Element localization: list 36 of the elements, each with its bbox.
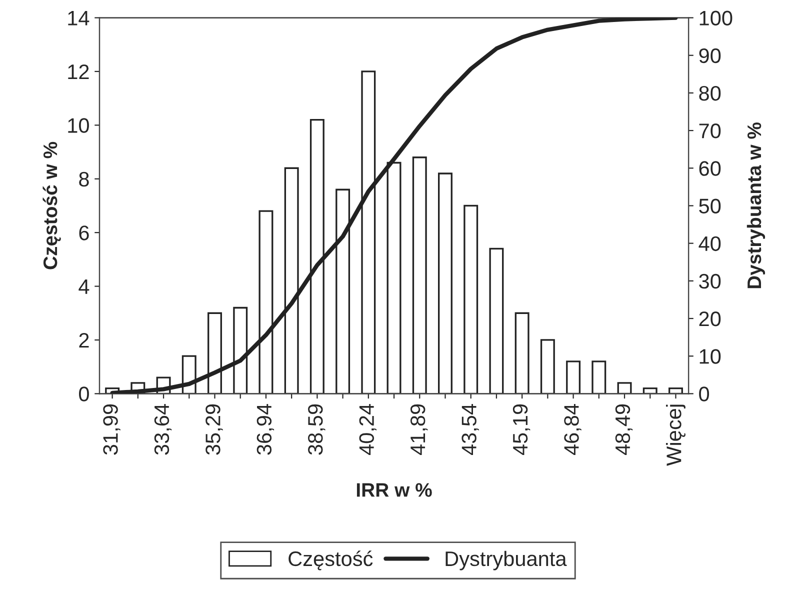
y2-tick-label: 0	[699, 386, 710, 402]
y2-tick-label: 30	[699, 274, 721, 289]
y2-tick-label: 10	[700, 349, 721, 364]
y2-tick-label: 60	[699, 161, 721, 176]
y2-tick-label: 100	[700, 10, 732, 26]
x-tick-label: 36,94	[256, 404, 274, 455]
y-tick-label: 8	[79, 172, 89, 187]
y2-tick-label: 80	[699, 86, 721, 101]
y-axis-title: Częstość w %	[42, 142, 61, 270]
x-tick-label: 40,24	[359, 404, 376, 456]
x-tick-label: Więcej	[666, 404, 686, 466]
y-tick-label: 12	[68, 64, 89, 80]
y-tick-label: 10	[68, 118, 89, 133]
x-tick-label: 31,99	[103, 404, 120, 455]
x-tick-label: 48,49	[615, 404, 633, 456]
y2-tick-label: 90	[699, 48, 721, 64]
legend-label: Częstość	[288, 550, 373, 570]
y2-tick-label: 40	[698, 236, 721, 252]
y2-tick-label: 20	[699, 311, 721, 326]
x-tick-label: 41,89	[410, 404, 428, 456]
x-tick-label: 35,29	[206, 404, 223, 455]
x-tick-label: 38,59	[308, 404, 326, 455]
y2-tick-label: 50	[699, 198, 721, 214]
x-tick-label: 33,64	[154, 404, 172, 455]
y2-axis-title: Dystrybuanta w %	[746, 122, 766, 288]
y-tick-label: 14	[68, 10, 90, 26]
legend-label: Dystrybuanta	[446, 550, 567, 570]
y-tick-label: 0	[79, 386, 89, 402]
x-axis-title: IRR w %	[356, 483, 432, 497]
y2-tick-label: 70	[699, 124, 721, 138]
x-tick-label: 43,54	[462, 404, 479, 456]
y-tick-label: 4	[78, 279, 90, 294]
x-tick-label: 45,19	[512, 404, 530, 456]
y-tick-label: 2	[79, 332, 89, 348]
y-tick-label: 6	[79, 226, 89, 240]
x-tick-label: 46,84	[564, 404, 582, 456]
